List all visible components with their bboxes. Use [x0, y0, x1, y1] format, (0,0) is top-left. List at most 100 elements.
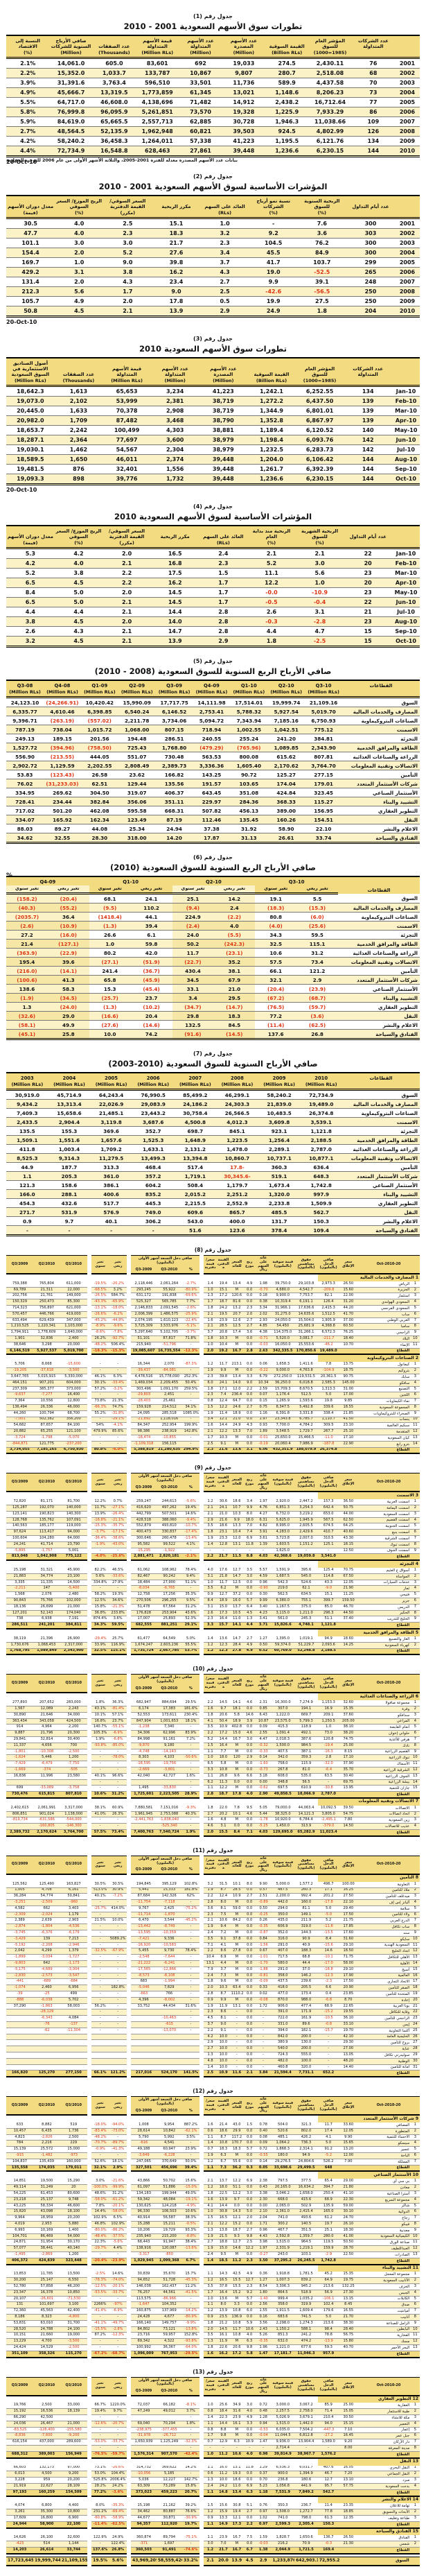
- data-cell: 16,712.64: [308, 97, 352, 107]
- data-cell: -16,920: [131, 1942, 157, 1949]
- data-cell: 2,074,195: [131, 1317, 157, 1324]
- data-cell: -: [91, 1954, 109, 1962]
- data-cell: 2,592.8: [271, 2233, 295, 2240]
- data-cell: 25,893: [156, 1616, 182, 1623]
- company-name-cell: كيان السعودية: [357, 1435, 411, 1442]
- data-cell: -48.4%: [91, 2233, 109, 2240]
- company-name-cell: الزامل للصناعة: [357, 2320, 411, 2327]
- data-cell: 57,858: [33, 2283, 60, 2290]
- data-cell: 389.00: [267, 806, 305, 815]
- data-cell: 2,076: [33, 1591, 60, 1599]
- data-cell: 10.9: [230, 1893, 244, 1901]
- data-cell: 0.9: [6, 1216, 48, 1226]
- data-cell: 4,784.2: [294, 1422, 318, 1430]
- data-cell: 865.7: [216, 1207, 258, 1217]
- data-cell: 11.7: [317, 2123, 339, 2129]
- data-cell: 8.0: [216, 2301, 231, 2309]
- data-cell: 2.3: [204, 1912, 217, 1919]
- data-cell: 10.7: [230, 1505, 244, 1512]
- data-cell: -12.3%: [181, 1347, 200, 1356]
- data-cell: 0.0: [243, 1978, 256, 1986]
- data-cell: 542.3: [271, 1580, 295, 1587]
- data-cell: 8.4: [317, 1936, 339, 1943]
- data-cell: 17.85: [339, 1924, 358, 1931]
- data-cell: (59.7): [296, 1002, 338, 1012]
- data-cell: 8,323: [33, 2314, 60, 2321]
- data-cell: 16,548.8: [92, 146, 136, 157]
- table-number-label: جدول رقم (9): [194, 1464, 232, 1471]
- data-cell: 241.4: [89, 966, 131, 976]
- data-cell: 60,947: [156, 2146, 182, 2154]
- data-cell: 20,445.0: [6, 406, 55, 416]
- data-cell: 3.9%: [6, 78, 50, 88]
- data-cell: [156, 2039, 182, 2047]
- column-header-unit: (Thousands): [54, 378, 103, 387]
- data-cell: -21.6%: [109, 2179, 127, 2186]
- data-cell: 1,029,945: [131, 2257, 157, 2265]
- gap-cell: [126, 2338, 132, 2345]
- data-cell: 1.9: [204, 1410, 217, 1417]
- company-row: 4 سافكو 145.00 2,585.3 6,018.8 36,250.0 10.34 9…: [6, 1380, 420, 1387]
- data-cell: 5: [410, 1523, 420, 1530]
- data-cell: 2,430.11: [308, 58, 352, 69]
- data-cell: 399.7: [317, 1598, 339, 1605]
- data-cell: 286.51: [155, 734, 193, 743]
- data-cell: 5.23: [255, 2483, 272, 2490]
- company-row: 27 بروج للتأمين 29.30-130.0 380.9-0.0-10.0 2…: [6, 2039, 420, 2047]
- data-cell: 160,259: [33, 2489, 60, 2497]
- data-cell: 2,331.9: [271, 2245, 295, 2252]
- data-cell: 25.1: [317, 2227, 339, 2234]
- data-cell: 698.7: [174, 1126, 217, 1136]
- data-cell: 4,322: [156, 2338, 182, 2345]
- data-cell: (1.9): [6, 993, 48, 1003]
- data-cell: الاتصالات وتقنية المعلومات: [338, 957, 420, 967]
- data-cell: 1,313.3: [317, 1386, 339, 1393]
- data-cell: 300: [346, 238, 395, 248]
- data-cell: 236.4: [230, 1392, 244, 1399]
- data-cell: 7,829: [156, 1985, 182, 1992]
- gap-cell: [126, 2184, 132, 2191]
- data-cell: 2,585.3: [317, 1380, 339, 1387]
- column-header: عائد على السهم ريال: [255, 1674, 272, 1693]
- gap-cell: [126, 2203, 132, 2209]
- data-cell: -441: [6, 1978, 33, 1986]
- data-cell: 214,512: [156, 1404, 182, 1411]
- data-cell: 135,439: [33, 2159, 60, 2166]
- data-cell: 37.8: [216, 2283, 231, 2290]
- data-cell: -1,173: [60, 1960, 87, 1967]
- data-cell: 10.6: [243, 2326, 256, 2333]
- data-cell: 1.9: [204, 1367, 217, 1374]
- data-cell: 4.0: [213, 921, 256, 931]
- data-cell: -: [255, 2039, 272, 2047]
- section-banner-row: 6 الزراعة والصناعات الغذائية: [6, 1693, 420, 1701]
- data-cell: 69,040: [131, 2421, 157, 2428]
- column-subheader: %: [181, 1867, 200, 1874]
- data-cell: 5,026.9: [271, 2414, 295, 2421]
- data-cell: 13.75: [339, 1362, 358, 1369]
- data-cell: 143.25: [193, 770, 231, 779]
- company-name-cell: مبرد: [357, 2477, 411, 2484]
- company-row: 26 الخليجية العامة 42.10-200.0 842.0-0.0-10…: [6, 2034, 420, 2041]
- company-name-cell: سايكو: [357, 1936, 411, 1943]
- data-cell: 101,697: [33, 2301, 60, 2309]
- data-cell: 3: [410, 1817, 420, 1824]
- data-cell: 27: [410, 2039, 420, 2047]
- data-cell: 2,200: [60, 1724, 87, 1731]
- data-cell: 7.20: [339, 2471, 358, 2478]
- data-cell: 187.7: [48, 1162, 91, 1172]
- data-cell: -4,689: [33, 1966, 60, 1973]
- data-cell: 5.2: [317, 1917, 339, 1925]
- data-cell: -3,251: [6, 1899, 33, 1906]
- company-name-cell: العالمية: [357, 1973, 411, 1980]
- data-cell: 717.5: [271, 1954, 295, 1962]
- data-cell: 2,389: [6, 1917, 33, 1925]
- table-row: May-10 140 6,120.52 1,189.4 38,881 4,303 100,4…: [6, 425, 420, 435]
- data-cell: 319.9: [294, 2301, 318, 2309]
- data-cell: M: [230, 2427, 244, 2434]
- data-cell: 1.9%: [181, 1829, 200, 1837]
- company-row: 20 إعادة 8.70 -6.8 988.0 870.0 -0.08 0.0 M 9.9 0.9…: [6, 1997, 420, 2004]
- data-cell: 563.53: [193, 752, 231, 761]
- data-cell: 131.4: [6, 277, 55, 287]
- company-data-table-9: 20-Oct-2010 سعر الإغلاق صافي الدخل (بالملي…: [6, 1473, 420, 1656]
- gap-cell: [126, 2503, 132, 2509]
